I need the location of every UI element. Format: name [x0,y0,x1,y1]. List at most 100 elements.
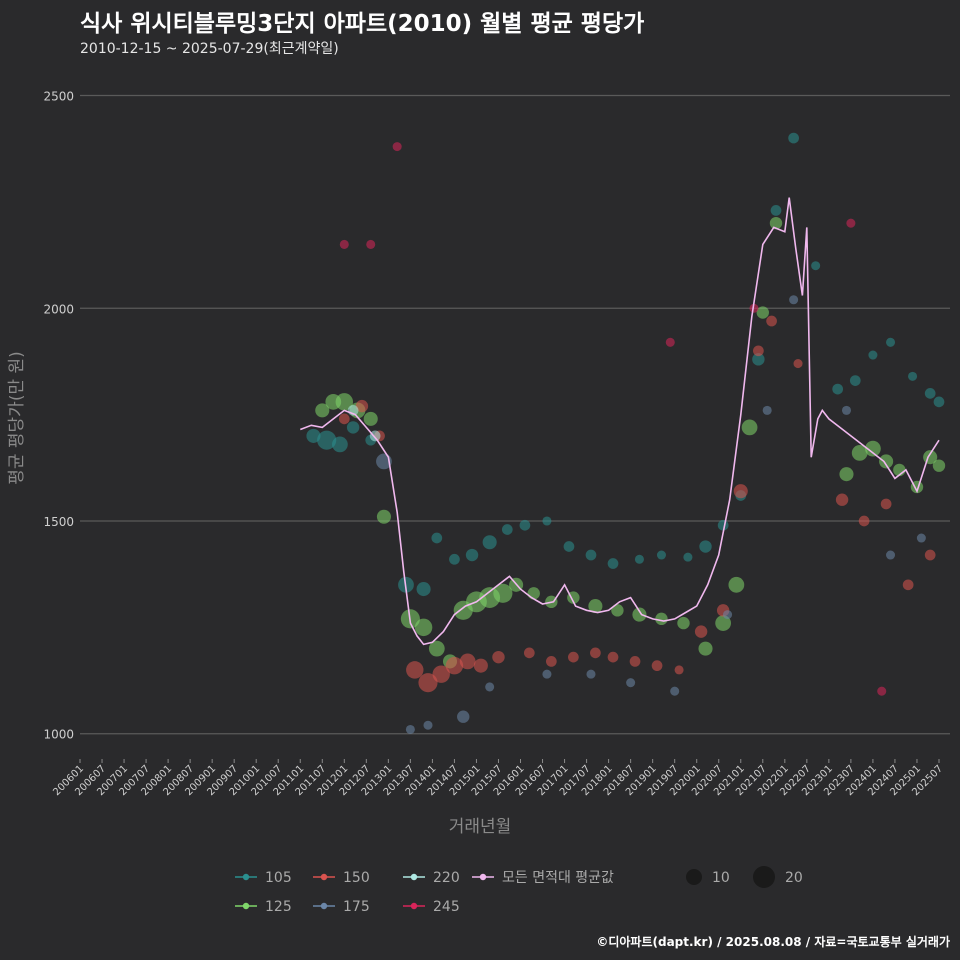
point-105 [752,353,765,366]
point-245 [749,303,759,313]
point-125 [698,641,713,656]
point-125 [932,459,946,472]
point-105 [868,350,878,360]
point-105 [482,535,497,550]
point-150 [406,661,424,679]
point-150 [492,650,505,664]
point-125 [414,618,433,637]
scatter-points [306,132,946,734]
point-105 [306,428,321,443]
point-105 [849,375,861,386]
point-245 [339,239,349,249]
point-175 [405,724,415,734]
point-105 [924,387,936,399]
legend: 105 150 220 모든 면적대 평균값 125 175 245 10 20 [235,866,803,915]
point-125 [769,216,783,230]
point-175 [762,405,772,415]
point-175 [670,686,680,696]
point-175 [723,610,733,620]
point-150 [418,673,438,693]
point-125 [588,599,603,614]
point-125 [851,445,868,461]
point-150 [766,315,777,327]
point-125 [376,509,391,524]
legend-dot-220 [410,873,418,881]
point-150 [733,484,748,499]
point-150 [523,647,535,659]
point-150 [568,651,579,663]
point-175 [457,710,470,723]
point-105 [886,337,896,347]
point-175 [841,405,852,415]
legend-label-105: 105 [265,870,292,886]
point-150 [924,549,936,561]
chart-subtitle: 2010-12-15 ~ 2025-07-29(최근계약일) [80,41,339,57]
point-150 [793,359,803,369]
point-150 [629,656,641,667]
legend-size-label-20: 20 [785,870,803,886]
point-125 [527,587,540,600]
legend-label-125: 125 [265,899,292,915]
point-105 [449,553,460,565]
point-245 [392,142,402,152]
point-175 [916,533,926,543]
point-245 [877,686,887,696]
point-245 [665,337,675,347]
legend-size-circle-20 [753,866,775,888]
point-245 [366,239,376,249]
point-150 [694,625,708,638]
point-150 [445,656,464,675]
point-150 [590,647,601,659]
average-price-line [300,197,940,646]
point-150 [858,515,870,527]
point-105 [585,549,597,561]
point-105 [346,421,360,434]
point-105 [770,205,782,216]
legend-label-220: 220 [433,870,460,886]
legend-dot-125 [242,902,250,910]
point-105 [634,554,644,564]
point-125 [493,583,513,603]
point-105 [416,582,431,597]
legend-dot-모든 면적대 평균값 [479,873,487,881]
point-150 [355,399,369,413]
point-105 [519,519,531,531]
point-125 [756,306,769,319]
point-105 [431,532,443,544]
point-125 [632,607,647,622]
point-150 [607,651,619,663]
point-125 [728,576,745,593]
point-150 [674,665,684,675]
point-125 [839,467,854,482]
y-tick-2000: 2000 [43,302,74,316]
legend-dot-175 [320,902,328,910]
legend-label-175: 175 [343,899,370,915]
point-125 [655,612,668,626]
point-105 [683,552,693,562]
point-105 [317,430,337,450]
point-105 [908,371,918,381]
point-150 [902,579,914,591]
legend-label-245: 245 [433,899,460,915]
point-175 [626,678,636,688]
point-105 [933,396,945,408]
point-175 [789,295,799,305]
point-125 [363,411,378,426]
point-220 [369,430,381,442]
legend-size-label-10: 10 [712,870,730,886]
point-150 [432,665,450,683]
point-105 [811,261,821,271]
point-125 [879,454,894,469]
point-105 [656,550,666,560]
point-125 [335,393,354,411]
point-125 [428,640,445,657]
point-150 [835,493,849,506]
point-175 [542,669,552,679]
point-245 [846,218,856,228]
point-105 [607,558,619,569]
y-tick-labels: 1000 1500 2000 2500 [43,90,74,742]
legend-dot-150 [320,873,328,881]
point-105 [501,524,513,535]
point-150 [753,345,764,357]
